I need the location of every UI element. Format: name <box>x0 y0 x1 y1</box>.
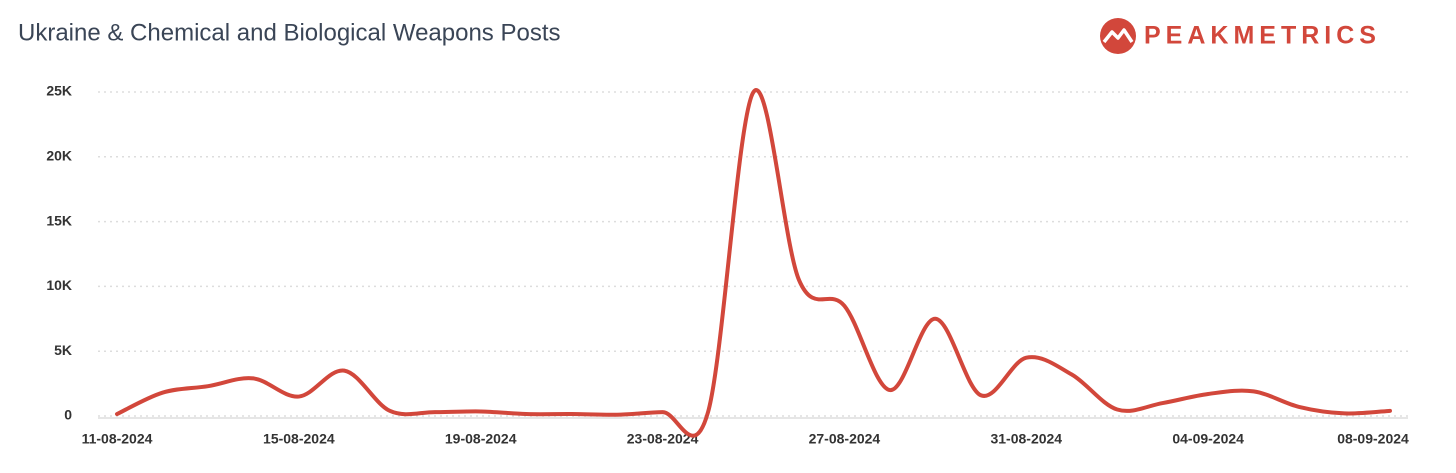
y-tick-label: 0 <box>64 407 72 423</box>
logo-icon <box>1100 18 1136 54</box>
logo-text: PEAKMETRICS <box>1144 22 1381 50</box>
x-tick-label: 15-08-2024 <box>263 431 335 447</box>
y-tick-label: 5K <box>54 342 72 358</box>
x-tick-label: 27-08-2024 <box>809 431 881 447</box>
x-tick-label: 31-08-2024 <box>990 431 1062 447</box>
y-tick-label: 15K <box>46 212 72 228</box>
y-tick-label: 20K <box>46 148 72 164</box>
x-tick-label: 08-09-2024 <box>1337 431 1409 447</box>
chart-title: Ukraine & Chemical and Biological Weapon… <box>18 19 561 46</box>
line <box>115 88 1392 438</box>
x-tick-label: 11-08-2024 <box>82 431 153 447</box>
y-tick-label: 10K <box>46 277 72 293</box>
y-tick-label: 25K <box>46 83 72 99</box>
x-tick-label: 04-09-2024 <box>1172 431 1244 447</box>
x-tick-label: 19-08-2024 <box>445 431 517 447</box>
x-tick-label: 23-08-2024 <box>627 431 699 447</box>
